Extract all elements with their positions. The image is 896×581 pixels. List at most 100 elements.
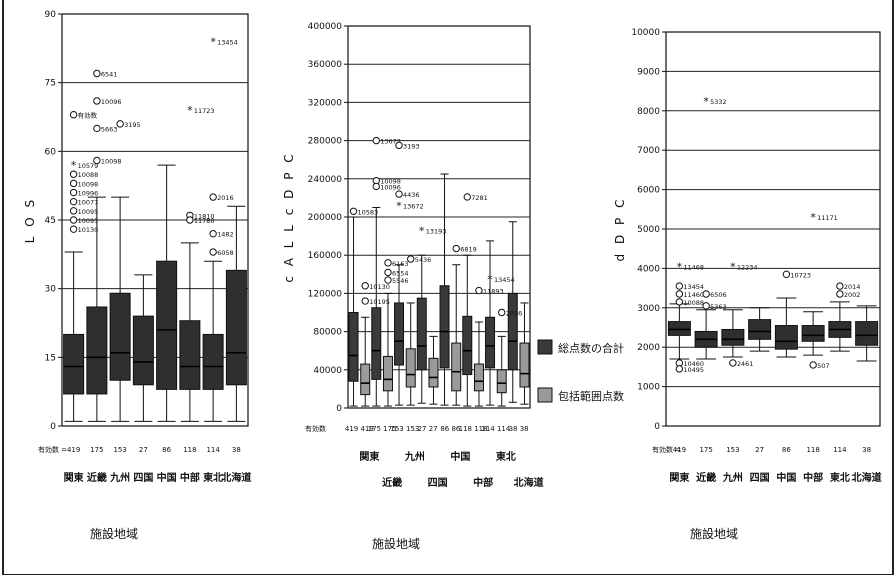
- outlier-point: [69, 216, 78, 224]
- y-axis-label: d D P C: [613, 197, 627, 262]
- outlier-point: [384, 276, 392, 284]
- chart-d-dpc: 0 1000 2000 3000 4000 5000 6000 7000 8000 9000 100…: [613, 28, 882, 541]
- count-value: 175: [90, 446, 103, 454]
- outlier-point: [675, 290, 684, 298]
- category-label: 北海道: [514, 476, 544, 489]
- outlier-point: [372, 136, 380, 145]
- count-value: 153: [113, 446, 126, 454]
- count-value: 175 175: [368, 425, 397, 433]
- box: [156, 260, 178, 390]
- outlier-label: 10996: [78, 190, 99, 198]
- outlier-label: 507: [817, 362, 829, 370]
- outlier-point: [407, 255, 415, 263]
- outlier-point: [361, 282, 369, 290]
- y-tick-label: 2000: [637, 343, 660, 353]
- count-value: 153 153: [390, 425, 419, 433]
- outlier-label: 6541: [101, 71, 118, 79]
- y-tick-label: 8000: [637, 107, 660, 117]
- box: [348, 312, 359, 382]
- outlier-point: [395, 141, 403, 150]
- count-value: 419: [67, 446, 80, 454]
- outlier-label: 5363: [710, 303, 727, 311]
- count-value: 27: [755, 446, 764, 454]
- y-tick-label: 280000: [308, 137, 343, 147]
- category-label: 四国: [428, 477, 448, 489]
- outlier-label: 2002: [844, 291, 861, 299]
- box: [748, 319, 772, 340]
- outlier-point: [209, 248, 217, 256]
- box: [519, 342, 530, 388]
- category-label: 東北: [830, 471, 850, 484]
- outlier-label: 10096: [380, 183, 401, 191]
- box: [371, 307, 382, 380]
- outlier-extreme: *: [487, 273, 493, 286]
- outlier-point: [69, 207, 78, 215]
- y-tick-label: 90: [45, 10, 57, 20]
- category-label: 九州: [722, 471, 743, 484]
- outlier-label: 13672: [403, 203, 424, 211]
- y-tick-label: 60: [45, 147, 57, 157]
- outlier-point: [209, 193, 217, 201]
- outlier-point: [836, 290, 844, 298]
- outlier-label: 11810: [194, 212, 215, 220]
- outlier-label: 10095: [78, 208, 99, 216]
- y-axis-label: L O S: [23, 197, 37, 243]
- outlier-point: [69, 111, 78, 119]
- outlier-label: 11171: [817, 214, 838, 222]
- outlier-point: [475, 286, 483, 295]
- y-tick-label: 30: [45, 285, 57, 295]
- category-label: 中国: [776, 471, 796, 484]
- outlier-point: [729, 359, 737, 367]
- box: [428, 357, 439, 388]
- count-value: 419: [673, 446, 686, 454]
- y-tick-label: 45: [45, 216, 56, 226]
- box: [86, 306, 108, 395]
- box: [225, 269, 247, 386]
- box: [394, 302, 405, 366]
- outlier-label: 10460: [683, 360, 704, 368]
- count-value: 38 38: [509, 425, 529, 433]
- y-tick-label: 4000: [637, 264, 660, 274]
- box: [132, 315, 154, 386]
- outlier-point: [186, 216, 194, 224]
- outlier-label: 5546: [392, 277, 409, 285]
- outlier-extreme: *: [396, 200, 402, 213]
- outlier-point: [836, 282, 844, 290]
- outlier-point: [93, 69, 101, 78]
- outlier-label: 6506: [710, 291, 727, 299]
- legend-swatch: [537, 339, 553, 355]
- outlier-label: 10077: [78, 199, 99, 207]
- y-axis-label: c A L L c D P C: [282, 151, 296, 282]
- outlier-label: 11468: [683, 263, 704, 271]
- count-label: 有効数 =: [38, 445, 67, 454]
- outlier-label: 13454: [217, 38, 238, 46]
- outlier-label: 2014: [844, 283, 861, 291]
- box: [451, 342, 462, 392]
- y-tick-label: 160000: [308, 251, 343, 261]
- outlier-point: [452, 244, 460, 253]
- category-label: 近畿: [696, 471, 716, 484]
- outlier-point: [463, 193, 471, 201]
- outlier-extreme: *: [71, 159, 77, 172]
- outlier-point: [702, 290, 710, 298]
- outlier-label: 10088: [683, 299, 704, 307]
- count-label: 有効数 =: [652, 445, 681, 454]
- outlier-label: 6058: [217, 249, 234, 257]
- outlier-label: 11460: [683, 291, 704, 299]
- outlier-label: 5663: [101, 125, 118, 133]
- category-label: 北海道: [852, 471, 882, 484]
- outlier-label: 5332: [710, 98, 727, 106]
- box: [109, 292, 131, 381]
- outlier-label: 10098: [380, 178, 401, 186]
- outlier-point: [69, 197, 78, 206]
- outlier-point: [782, 270, 791, 279]
- box: [179, 320, 201, 390]
- outlier-point: [116, 120, 124, 128]
- outlier-label: 13193: [426, 227, 447, 235]
- outlier-label: 10130: [78, 226, 99, 234]
- outlier-label: 10095: [78, 217, 99, 225]
- outlier-point: [69, 179, 78, 188]
- count-value: 118 118: [459, 425, 488, 433]
